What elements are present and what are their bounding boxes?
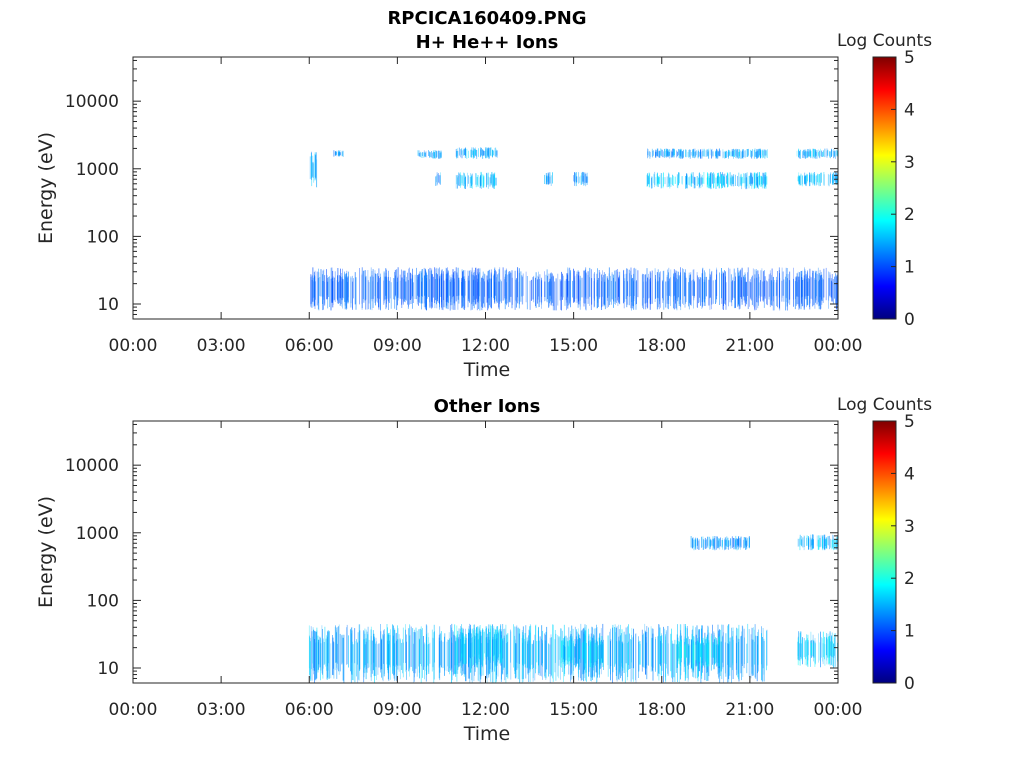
- x-tick-label: 00:00: [109, 700, 158, 720]
- y-tick-label: 1000: [76, 524, 119, 544]
- y-tick-label: 10: [97, 295, 119, 315]
- colorbar-tick-label: 2: [904, 569, 915, 589]
- figure-title: RPCICA160409.PNG: [387, 8, 586, 29]
- colorbar-tick-label: 0: [904, 310, 915, 330]
- activity-region-4: [435, 172, 442, 186]
- x-tick-label: 00:00: [814, 700, 863, 720]
- activity-region-9: [647, 148, 721, 159]
- colorbar-tick-label: 4: [904, 100, 915, 120]
- x-tick-label: 21:00: [725, 700, 774, 720]
- y-tick-label: 1000: [76, 160, 119, 180]
- y-tick-label: 100: [87, 227, 119, 247]
- colorbar-scale: [872, 56, 897, 320]
- x-tick-label: 15:00: [549, 336, 598, 356]
- spectrogram-data: [309, 147, 839, 311]
- y-axis-label: Energy (eV): [35, 496, 57, 608]
- x-tick-label: 12:00: [461, 336, 510, 356]
- y-axis: 10 100 1000 10000 Energy (eV): [35, 59, 838, 320]
- spectrogram-data: [308, 534, 839, 683]
- activity-region-2: [333, 150, 344, 157]
- colorbar-tick-label: 1: [904, 258, 915, 278]
- activity-region-8: [573, 171, 589, 187]
- activity-region-5: [455, 147, 498, 159]
- x-axis: 00:00 03:00 06:00 09:00 12:00 15:00 18:00 21:00…: [109, 421, 863, 745]
- panel-title: H+ He++ Ions: [416, 32, 559, 53]
- x-tick-label: 00:00: [814, 336, 863, 356]
- x-tick-label: 09:00: [373, 336, 422, 356]
- activity-region-10: [646, 171, 768, 190]
- x-tick-label: 03:00: [197, 336, 246, 356]
- colorbar-tick-label: 3: [904, 517, 915, 537]
- x-tick-label: 21:00: [725, 336, 774, 356]
- y-tick-label: 100: [87, 591, 119, 611]
- x-tick-label: 03:00: [197, 700, 246, 720]
- colorbar-tick-label: 3: [904, 153, 915, 173]
- activity-region-3: [417, 150, 442, 159]
- colorbar-label: Log Counts: [837, 31, 932, 51]
- panel-title: Other Ions: [434, 396, 541, 417]
- x-tick-label: 18:00: [637, 336, 686, 356]
- x-axis-label: Time: [463, 359, 511, 381]
- activity-region-6: [455, 171, 497, 189]
- plot-area: [133, 57, 838, 319]
- x-tick-label: 06:00: [285, 700, 334, 720]
- x-axis: 00:00 03:00 06:00 09:00 12:00 15:00 18:00 21:00…: [109, 57, 863, 381]
- x-tick-label: 15:00: [549, 700, 598, 720]
- activity-region-3: [558, 635, 603, 668]
- y-tick-label: 10000: [65, 456, 119, 476]
- x-tick-label: 18:00: [637, 700, 686, 720]
- colorbar-tick-label: 4: [904, 464, 915, 484]
- x-tick-label: 09:00: [373, 700, 422, 720]
- activity-region-7: [544, 172, 553, 186]
- activity-region-11: [722, 148, 768, 159]
- y-axis: 10 100 1000 10000 Energy (eV): [35, 423, 838, 684]
- x-tick-label: 00:00: [109, 336, 158, 356]
- activity-region-4: [676, 635, 720, 668]
- x-axis-label: Time: [463, 723, 511, 745]
- y-axis-label: Energy (eV): [35, 132, 57, 244]
- activity-region-12: [796, 148, 839, 159]
- y-tick-label: 10: [97, 659, 119, 679]
- colorbar-label: Log Counts: [837, 395, 932, 415]
- activity-region-5: [797, 631, 839, 668]
- colorbar-tick-label: 1: [904, 622, 915, 642]
- colorbar-tick-label: 0: [904, 674, 915, 694]
- x-tick-label: 06:00: [285, 336, 334, 356]
- activity-region-2: [456, 624, 504, 668]
- colorbar-scale: [872, 420, 897, 684]
- x-tick-label: 12:00: [461, 700, 510, 720]
- colorbar-tick-label: 5: [904, 48, 915, 68]
- colorbar-tick-label: 5: [904, 412, 915, 432]
- activity-region-14: [310, 267, 839, 311]
- activity-region-6: [690, 535, 750, 551]
- y-tick-label: 10000: [65, 92, 119, 112]
- colorbar-tick-label: 2: [904, 205, 915, 225]
- activity-region-1: [309, 151, 318, 188]
